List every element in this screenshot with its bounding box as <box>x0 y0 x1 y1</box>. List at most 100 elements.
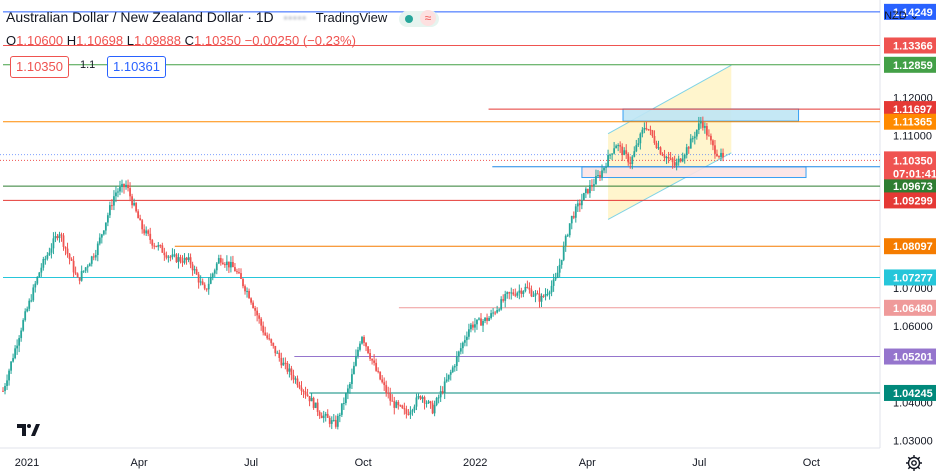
candle-body <box>435 397 438 405</box>
candle-body <box>641 129 644 134</box>
candle-body <box>28 300 31 309</box>
candle-body <box>381 379 384 383</box>
candle-body <box>387 392 390 394</box>
candle-body <box>26 308 29 312</box>
candle-body <box>524 286 527 292</box>
candle-body <box>691 138 694 140</box>
ohlc-change: −0.00250 (−0.23%) <box>244 33 356 48</box>
level-tag-12 <box>884 384 936 401</box>
currency-selector[interactable]: NZD ⌄ <box>884 9 919 22</box>
level-tag-4 <box>884 113 936 130</box>
provider-label: TradingView <box>315 10 388 25</box>
candle-body <box>288 368 291 372</box>
candle-body <box>44 258 47 260</box>
level-tag-label-0: 1.14249 <box>893 7 933 19</box>
candle-body <box>635 145 638 152</box>
level-tag-8 <box>884 238 936 255</box>
tradingview-logo-icon[interactable] <box>12 414 42 444</box>
ohlc-high: 1.10698 <box>76 33 124 48</box>
candle-body <box>417 396 420 398</box>
candle-body <box>389 393 392 401</box>
candle-body <box>292 375 295 380</box>
candle-body <box>395 401 398 408</box>
candle-body <box>465 336 468 341</box>
level-tag-label-3: 1.11697 <box>893 104 932 116</box>
candle-body <box>377 370 380 372</box>
candle-body <box>316 402 319 412</box>
candle-body <box>516 292 519 296</box>
candle-body <box>459 348 462 352</box>
candle-body <box>264 332 267 336</box>
candle-body <box>290 368 293 376</box>
ohlc-readout: O1.10600 H1.10698 L1.09888 C1.10350 −0.0… <box>6 33 356 48</box>
candle-body <box>177 257 180 263</box>
candle-body <box>530 289 533 297</box>
candle-body <box>578 203 581 206</box>
candle-body <box>240 273 242 279</box>
candle-body <box>375 362 378 371</box>
candle-body <box>131 196 133 206</box>
candle-body <box>189 257 192 265</box>
candle-body <box>135 203 138 212</box>
currency-label: NZD <box>884 10 907 22</box>
market-status-badge[interactable]: ≈ <box>398 9 439 27</box>
candle-body <box>512 292 515 295</box>
candle-body <box>62 235 65 247</box>
candle-body <box>2 390 4 392</box>
candle-body <box>518 290 521 293</box>
candle-body <box>8 370 10 381</box>
candle-body <box>455 356 458 367</box>
candle-body <box>56 236 59 239</box>
candle-body <box>599 175 601 178</box>
candle-body <box>653 135 656 144</box>
settings-gear-icon[interactable] <box>905 454 923 472</box>
candle-body <box>621 146 624 156</box>
candle-body <box>328 417 331 424</box>
candle-body <box>282 362 285 366</box>
candle-body <box>98 237 101 244</box>
candle-body <box>651 130 654 136</box>
last-price-tag <box>884 151 936 180</box>
candle-body <box>391 400 394 402</box>
price-tick-label: 1.11000 <box>893 131 932 143</box>
candle-body <box>619 145 622 147</box>
candle-body <box>82 270 85 272</box>
candle-body <box>278 352 281 358</box>
buy-button[interactable]: 1.10361 <box>107 56 166 78</box>
candle-body <box>722 152 724 158</box>
candle-body <box>720 152 722 157</box>
candle-body <box>187 257 190 260</box>
candle-body <box>20 330 23 339</box>
symbol-title[interactable]: Australian Dollar / New Zealand Dollar ·… <box>6 9 274 25</box>
candle-body <box>336 415 339 427</box>
candle-body <box>183 257 186 263</box>
candle-body <box>266 335 269 339</box>
candle-body <box>611 153 614 155</box>
candle-body <box>689 138 692 149</box>
candle-body <box>221 262 224 265</box>
sell-button[interactable]: 1.10350 <box>10 56 69 78</box>
candle-body <box>179 257 182 262</box>
candle-body <box>659 147 662 155</box>
candle-body <box>125 184 127 188</box>
candle-body <box>540 295 543 302</box>
candle-body <box>306 394 309 397</box>
level-tag-label-11: 1.05201 <box>893 352 933 364</box>
candle-body <box>703 126 706 128</box>
candle-body <box>544 294 547 297</box>
candle-body <box>181 261 184 263</box>
candle-body <box>510 292 513 294</box>
candle-body <box>385 385 388 393</box>
candle-body <box>227 261 230 268</box>
candle-body <box>357 349 359 357</box>
candle-body <box>46 255 49 259</box>
candle-body <box>528 287 531 290</box>
candle-body <box>365 342 367 347</box>
candle-body <box>669 158 672 160</box>
candle-body <box>407 413 410 415</box>
candle-body <box>500 299 503 310</box>
candle-body <box>373 360 376 363</box>
candle-body <box>671 158 674 163</box>
